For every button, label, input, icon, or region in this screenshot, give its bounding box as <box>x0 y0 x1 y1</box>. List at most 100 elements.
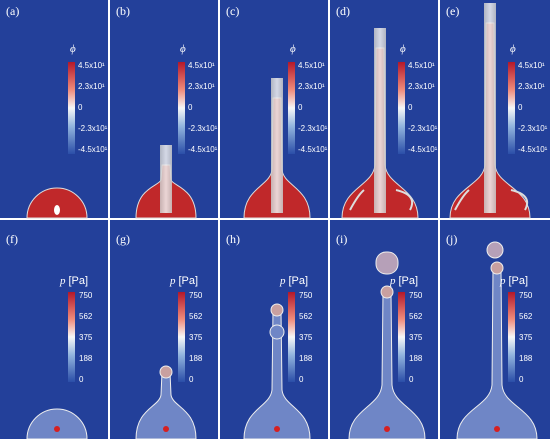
colorbar-tick: 0 <box>408 103 413 112</box>
colorbar-title: ϕ <box>510 43 516 55</box>
hotspot <box>54 426 60 432</box>
colorbar <box>508 292 515 382</box>
colorbar-tick: 562 <box>299 312 313 321</box>
colorbar-tick: -4.5x10¹ <box>188 145 218 154</box>
colorbar <box>178 292 185 382</box>
jet <box>271 78 283 213</box>
colorbar-title: ϕ <box>180 43 186 55</box>
colorbar-title: ϕ <box>290 43 296 55</box>
colorbar <box>508 62 515 154</box>
colorbar-title: p [Pa] <box>389 275 418 287</box>
colorbar-tick: 562 <box>189 312 203 321</box>
colorbar-tick: -4.5x10¹ <box>408 145 438 154</box>
panel-label: (h) <box>226 232 240 246</box>
colorbar-tick: 375 <box>409 333 423 342</box>
droplet <box>26 187 88 219</box>
colorbar-title: ϕ <box>400 43 406 55</box>
panel-label: (i) <box>336 232 347 246</box>
colorbar-tick: 2.3x10¹ <box>298 82 325 91</box>
colorbar-tick: 750 <box>189 291 203 300</box>
detached-drop <box>375 251 399 275</box>
panel-label: (j) <box>446 232 457 246</box>
neck-bulge <box>269 324 285 340</box>
symbol: p <box>59 275 66 287</box>
colorbar-tick: -4.5x10¹ <box>78 145 108 154</box>
colorbar-tick: -4.5x10¹ <box>518 145 548 154</box>
colorbar-tick: 562 <box>79 312 93 321</box>
colorbar-tick: 750 <box>79 291 93 300</box>
colorbar-tick: 750 <box>409 291 423 300</box>
panel-label: (g) <box>116 232 130 246</box>
colorbar-tick: 0 <box>519 375 524 384</box>
unit: [Pa] <box>179 275 199 287</box>
colorbar <box>398 62 405 154</box>
colorbar-tick: 188 <box>299 354 313 363</box>
colorbar <box>398 292 405 382</box>
symbol: p <box>279 275 286 287</box>
tip <box>159 365 173 379</box>
colorbar-tick: 0 <box>299 375 304 384</box>
panel-label: (b) <box>116 4 130 18</box>
colorbar-tick: -2.3x10¹ <box>408 124 438 133</box>
colorbar-tick: 0 <box>189 375 194 384</box>
unit: [Pa] <box>509 275 529 287</box>
colorbar-tick: 0 <box>409 375 414 384</box>
jet <box>160 145 172 213</box>
splash <box>454 189 470 211</box>
colorbar-title: p [Pa] <box>169 275 198 287</box>
colorbar-tick: 188 <box>519 354 533 363</box>
splash <box>349 189 365 211</box>
colorbar <box>288 292 295 382</box>
colorbar-tick: 4.5x10¹ <box>408 61 435 70</box>
hotspot <box>274 426 280 432</box>
unit: [Pa] <box>69 275 89 287</box>
tip <box>490 261 504 275</box>
panel-bg <box>0 0 108 218</box>
core <box>54 205 60 215</box>
splash <box>395 189 414 211</box>
jet <box>484 3 496 213</box>
colorbar-tick: 750 <box>299 291 313 300</box>
colorbar-tick: 0 <box>298 103 303 112</box>
colorbar-tick: 188 <box>79 354 93 363</box>
colorbar-tick: 188 <box>189 354 203 363</box>
colorbar-tick: 562 <box>519 312 533 321</box>
colorbar <box>68 62 75 154</box>
jet <box>374 28 386 213</box>
colorbar-title: p [Pa] <box>279 275 308 287</box>
colorbar-tick: -2.3x10¹ <box>518 124 548 133</box>
colorbar-tick: 2.3x10¹ <box>78 82 105 91</box>
colorbar-tick: 562 <box>409 312 423 321</box>
tip <box>270 303 284 317</box>
colorbar-tick: 375 <box>299 333 313 342</box>
colorbar-tick: 0 <box>518 103 523 112</box>
top-drop <box>486 241 504 259</box>
panel-label: (f) <box>6 232 18 246</box>
symbol: p <box>169 275 176 287</box>
symbol: p <box>389 275 396 287</box>
colorbar-tick: 2.3x10¹ <box>408 82 435 91</box>
colorbar-tick: 375 <box>519 333 533 342</box>
bubble <box>26 408 88 439</box>
colorbar <box>68 292 75 382</box>
colorbar-title: ϕ <box>70 43 76 55</box>
symbol: p <box>499 275 506 287</box>
hotspot <box>163 426 169 432</box>
colorbar-tick: 0 <box>78 103 83 112</box>
colorbar-tick: -2.3x10¹ <box>78 124 108 133</box>
colorbar-tick: 750 <box>519 291 533 300</box>
hotspot <box>494 426 500 432</box>
colorbar-tick: 2.3x10¹ <box>188 82 215 91</box>
panel-label: (d) <box>336 4 350 18</box>
colorbar-tick: 0 <box>188 103 193 112</box>
colorbar-tick: -2.3x10¹ <box>188 124 218 133</box>
colorbar-tick: 375 <box>79 333 93 342</box>
colorbar-title: p [Pa] <box>59 275 88 287</box>
colorbar-tick: 4.5x10¹ <box>298 61 325 70</box>
splash <box>510 189 529 211</box>
colorbar-tick: 0 <box>79 375 84 384</box>
colorbar-tick: 4.5x10¹ <box>518 61 545 70</box>
panel-label: (a) <box>6 4 19 18</box>
